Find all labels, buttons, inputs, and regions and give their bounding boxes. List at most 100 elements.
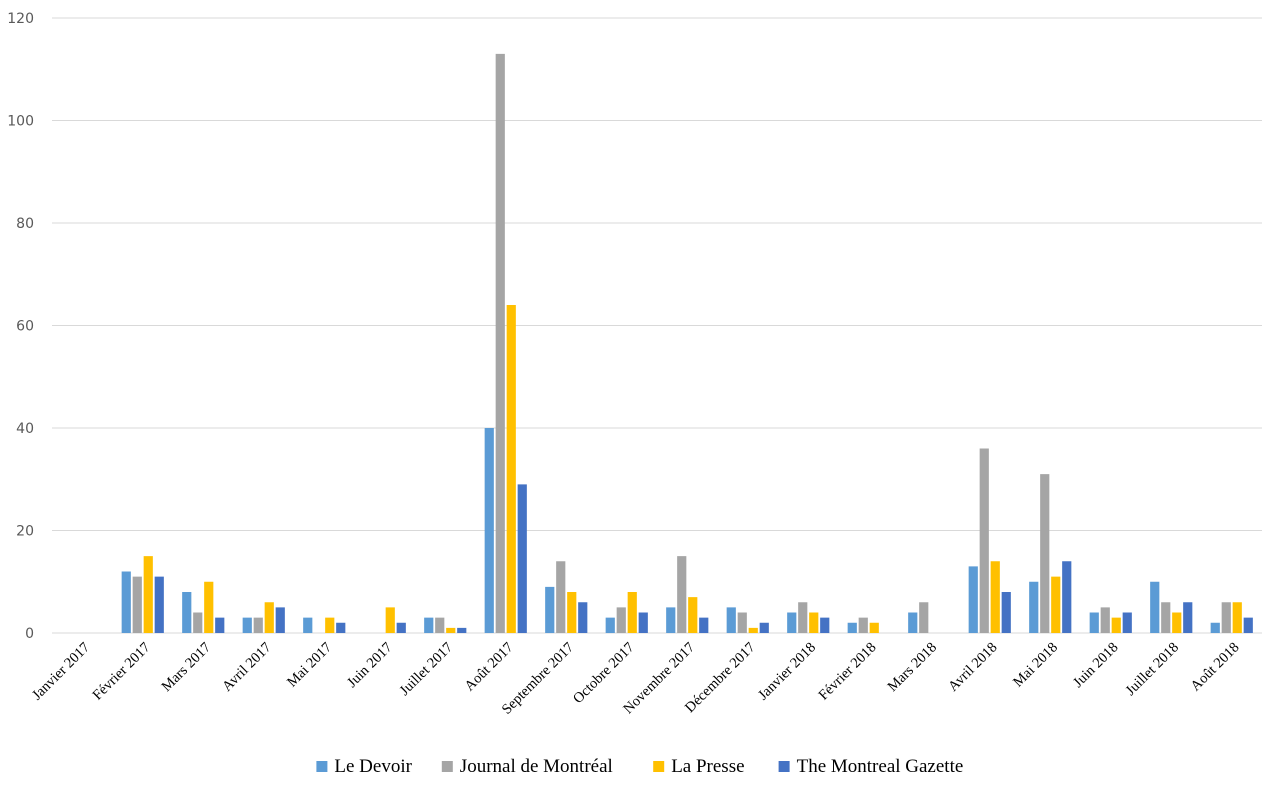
x-tick-label: Janvier 2018 <box>755 640 819 704</box>
x-tick-label: Avril 2018 <box>945 640 1000 695</box>
x-tick-label: Avril 2017 <box>219 640 274 695</box>
x-tick-label: Janvier 2017 <box>29 640 93 704</box>
bar-journal-de-montr-al-2 <box>193 612 203 633</box>
legend-item-le-devoir: Le Devoir <box>316 756 413 777</box>
bar-le-devoir-6 <box>424 617 434 634</box>
bar-le-devoir-7 <box>484 428 494 633</box>
bar-journal-de-montr-al-17 <box>1100 607 1110 634</box>
y-tick-label: 60 <box>16 319 34 335</box>
bar-la-presse-7 <box>506 305 516 633</box>
bar-le-devoir-2 <box>182 592 192 633</box>
bar-le-devoir-14 <box>908 612 918 633</box>
bar-the-montreal-gazette-11 <box>759 622 769 633</box>
bar-le-devoir-10 <box>666 607 676 634</box>
bar-le-devoir-15 <box>968 566 978 634</box>
bar-la-presse-3 <box>264 602 274 633</box>
bar-journal-de-montr-al-10 <box>677 556 687 634</box>
legend-swatch <box>316 761 328 772</box>
bar-le-devoir-11 <box>726 607 736 634</box>
bar-journal-de-montr-al-9 <box>616 607 626 634</box>
legend-label: La Presse <box>671 756 744 777</box>
x-tick-label: Juillet 2017 <box>397 640 456 699</box>
legend-swatch <box>441 761 453 772</box>
x-tick-label: Août 2018 <box>1188 640 1243 695</box>
bar-la-presse-17 <box>1111 617 1121 634</box>
bar-la-presse-16 <box>1051 576 1061 634</box>
bar-journal-de-montr-al-3 <box>253 617 263 634</box>
bar-the-montreal-gazette-4 <box>336 622 346 633</box>
bar-the-montreal-gazette-18 <box>1183 602 1193 633</box>
bar-journal-de-montr-al-7 <box>495 53 505 634</box>
bar-la-presse-12 <box>809 612 819 633</box>
bar-journal-de-montr-al-19 <box>1221 602 1231 633</box>
legend-label: The Montreal Gazette <box>797 756 964 777</box>
bar-the-montreal-gazette-3 <box>275 607 285 634</box>
bar-la-presse-8 <box>567 592 577 633</box>
legend-swatch <box>653 761 665 772</box>
bar-the-montreal-gazette-15 <box>1001 592 1011 633</box>
bar-journal-de-montr-al-15 <box>979 448 989 633</box>
x-tick-label: Mai 2018 <box>1010 640 1061 691</box>
bar-la-presse-18 <box>1172 612 1182 633</box>
x-tick-label: Juin 2017 <box>344 640 395 691</box>
bar-le-devoir-1 <box>121 571 131 633</box>
bar-the-montreal-gazette-17 <box>1122 612 1132 633</box>
x-tick-label: Juin 2018 <box>1070 640 1121 691</box>
bar-the-montreal-gazette-1 <box>154 576 164 634</box>
bar-le-devoir-16 <box>1029 581 1039 633</box>
x-tick-label: Juillet 2018 <box>1123 640 1182 699</box>
x-tick-label: Février 2017 <box>90 640 154 704</box>
bar-journal-de-montr-al-8 <box>556 561 566 633</box>
bar-the-montreal-gazette-9 <box>638 612 648 633</box>
bars <box>121 53 1253 634</box>
bar-le-devoir-12 <box>787 612 797 633</box>
bar-journal-de-montr-al-6 <box>435 617 445 634</box>
bar-the-montreal-gazette-12 <box>820 617 830 634</box>
bar-la-presse-13 <box>869 622 879 633</box>
y-tick-label: 100 <box>7 114 34 130</box>
bar-le-devoir-4 <box>303 617 313 634</box>
legend-label: Journal de Montréal <box>460 756 613 777</box>
legend: Le Devoir Journal de Montréal La Presse The… <box>316 756 963 777</box>
bar-the-montreal-gazette-6 <box>457 627 467 634</box>
gridlines <box>52 17 1262 634</box>
y-tick-label: 0 <box>25 626 34 642</box>
bar-la-presse-9 <box>627 592 637 633</box>
legend-item-la-presse: La Presse <box>653 756 745 777</box>
y-tick-label: 20 <box>16 524 34 540</box>
bar-journal-de-montr-al-13 <box>858 617 868 634</box>
bar-le-devoir-9 <box>605 617 615 634</box>
bar-the-montreal-gazette-10 <box>699 617 709 634</box>
x-tick-label: Octobre 2017 <box>570 640 637 707</box>
bar-la-presse-1 <box>143 556 153 634</box>
bar-le-devoir-18 <box>1150 581 1160 633</box>
y-tick-label: 120 <box>7 11 34 27</box>
bar-la-presse-2 <box>204 581 214 633</box>
bar-journal-de-montr-al-12 <box>798 602 808 633</box>
bar-la-presse-19 <box>1232 602 1242 633</box>
bar-the-montreal-gazette-19 <box>1243 617 1253 634</box>
legend-swatch <box>778 761 790 772</box>
bar-the-montreal-gazette-7 <box>517 484 527 634</box>
legend-item-journal-de-montr-al: Journal de Montréal <box>441 756 613 777</box>
bar-le-devoir-8 <box>545 586 555 634</box>
legend-item-the-montreal-gazette: The Montreal Gazette <box>778 756 964 777</box>
bar-la-presse-15 <box>990 561 1000 633</box>
x-tick-label: Mars 2018 <box>885 640 940 695</box>
bar-the-montreal-gazette-16 <box>1062 561 1072 633</box>
bar-la-presse-11 <box>748 627 758 634</box>
bar-la-presse-6 <box>446 627 456 634</box>
bar-journal-de-montr-al-11 <box>737 612 747 633</box>
bar-journal-de-montr-al-1 <box>132 576 142 634</box>
bar-journal-de-montr-al-14 <box>919 602 929 633</box>
bar-the-montreal-gazette-2 <box>215 617 225 634</box>
bar-le-devoir-13 <box>847 622 857 633</box>
bar-the-montreal-gazette-5 <box>396 622 406 633</box>
y-tick-label: 40 <box>16 421 34 437</box>
legend-label: Le Devoir <box>334 756 412 777</box>
bar-le-devoir-3 <box>242 617 252 634</box>
bar-la-presse-5 <box>385 607 395 634</box>
bar-le-devoir-19 <box>1210 622 1220 633</box>
